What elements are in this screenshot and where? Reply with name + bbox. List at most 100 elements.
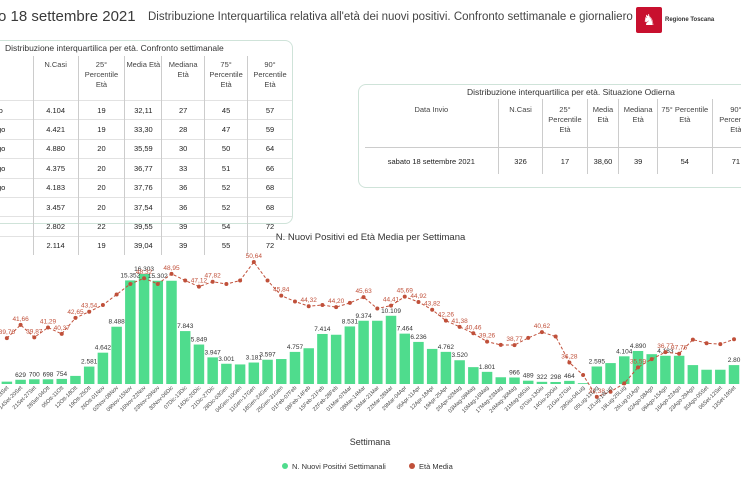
bar	[262, 359, 273, 384]
today-col-header: Media Età	[586, 99, 619, 148]
bar-value-label: 298	[550, 374, 561, 381]
bar-value-label: 10.109	[381, 308, 401, 315]
today-cell: 39	[618, 147, 658, 174]
bar	[728, 365, 740, 384]
age-value-label: 31,38	[589, 388, 606, 395]
bar-value-label: 2.80	[728, 357, 741, 364]
bar	[481, 371, 493, 384]
bar	[303, 348, 314, 384]
age-value-label: 44,41	[383, 297, 400, 304]
bar	[372, 320, 383, 384]
bar-value-label: 7.464	[397, 326, 414, 333]
bar-value-label: 3.520	[451, 352, 468, 359]
bar-value-label: 7.414	[314, 326, 331, 333]
weekly-cell: 52	[204, 177, 248, 198]
bar	[70, 375, 81, 384]
age-point	[265, 278, 270, 283]
age-point	[663, 350, 668, 355]
bar	[344, 326, 356, 384]
dashboard-title: o 18 settembre 2021	[0, 8, 136, 25]
today-table-title: Distribuzione interquartilica per età. S…	[467, 87, 675, 97]
bar-value-label: 698	[43, 371, 54, 378]
bar	[454, 360, 465, 384]
bar	[166, 280, 177, 384]
bar-value-label: 3.597	[259, 352, 276, 359]
age-value-label: 40,46	[465, 324, 482, 331]
bar	[317, 333, 328, 384]
bar-value-label: 6.236	[410, 334, 427, 341]
weekly-cell: 55	[204, 235, 248, 256]
weekly-cell: 35,59	[124, 138, 162, 159]
bar-value-label: 4.104	[616, 348, 633, 355]
weekly-cell: 4.421	[32, 119, 79, 140]
bar-value-label: 9.374	[355, 313, 372, 320]
age-point	[704, 341, 709, 346]
table-row: 2.802 22 39,55 39 54 72	[0, 216, 292, 237]
age-point	[539, 330, 544, 335]
bar-value-label: 629	[15, 372, 26, 379]
bar-value-label: 3.947	[205, 349, 222, 356]
pegasus-icon: ♞	[636, 7, 662, 33]
logo-text: Regione Toscana	[665, 17, 715, 23]
bar	[207, 357, 218, 384]
weekly-cell: 4.104	[32, 99, 79, 120]
bar	[152, 280, 164, 384]
today-table: Data Invio N.Casi 25° Percentile Età Media …	[365, 99, 741, 174]
weekly-cell: go	[0, 177, 34, 198]
age-point	[512, 343, 517, 348]
age-value-label: 35,59	[630, 358, 647, 365]
bar	[673, 355, 685, 384]
age-point	[485, 339, 490, 344]
age-value-label: 47,82	[205, 273, 222, 280]
today-col-header: 90° Percentile Età	[711, 99, 741, 148]
today-cell: 38,60	[586, 147, 619, 174]
regione-toscana-logo: ♞ Regione Toscana	[636, 6, 716, 34]
bar	[15, 379, 26, 384]
age-value-label: 47,12	[191, 278, 208, 285]
age-value-label: 41,29	[40, 318, 57, 325]
weekly-cell: 2.114	[32, 235, 79, 256]
age-value-label: 41,66	[12, 316, 29, 323]
weekly-cell: 72	[247, 235, 292, 256]
age-value-label: 45,63	[355, 288, 372, 295]
weekly-cell: 36,77	[124, 158, 162, 179]
bar-value-label: 5.849	[191, 337, 208, 344]
weekly-cell: 54	[204, 216, 248, 237]
weekly-cell: 39,04	[124, 235, 162, 256]
age-point	[279, 293, 284, 298]
weekly-cell: 39,55	[124, 216, 162, 237]
age-point	[114, 292, 119, 297]
age-point	[306, 304, 311, 309]
bar	[605, 363, 616, 384]
age-point	[224, 281, 229, 286]
age-value-label: 44,92	[410, 293, 427, 300]
weekly-cell: 19	[77, 235, 125, 256]
weekly-cell: 68	[247, 177, 292, 198]
age-value-label: 40,62	[534, 323, 551, 330]
bar	[83, 366, 95, 384]
legend-label-line: Età Media	[419, 462, 454, 471]
weekly-cell: 39	[161, 235, 205, 256]
bar	[179, 331, 191, 384]
weekly-cell: 68	[247, 196, 292, 217]
age-point	[457, 324, 462, 329]
weekly-table-title: Distribuzione interquartilica per età. C…	[5, 43, 224, 53]
weekly-col-header: N.Casi	[32, 56, 79, 101]
age-value-label: 41,38	[451, 318, 468, 325]
bar	[440, 351, 452, 384]
age-point	[320, 302, 325, 307]
bar-value-label: 3.181	[246, 355, 263, 362]
age-value-label: 36,77	[657, 343, 674, 350]
today-col-header: N.Casi	[497, 99, 543, 148]
weekly-cell: 19	[77, 99, 125, 120]
age-value-label: 42,65	[67, 309, 84, 316]
bar-value-label: 2.581	[81, 359, 98, 366]
age-value-label: 48,32	[136, 269, 153, 276]
bar	[701, 369, 712, 384]
age-line	[6, 261, 735, 398]
legend-label-bars: N. Nuovi Positivi Settimanali	[292, 462, 386, 471]
age-point	[608, 389, 613, 394]
bar	[509, 377, 520, 384]
